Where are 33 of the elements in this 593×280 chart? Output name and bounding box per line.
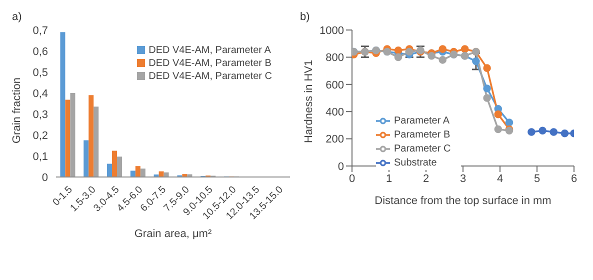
x-axis-title: Grain area, μm²	[134, 228, 212, 240]
y-tick-label: 0,7	[32, 24, 48, 37]
x-tick-label: 1	[386, 172, 392, 185]
y-tick-label: 200	[326, 134, 344, 146]
chart-title: b)	[300, 11, 310, 23]
x-tick-label: 3	[460, 172, 466, 185]
y-tick-label: 400	[326, 106, 344, 119]
x-tick-label: 4	[496, 172, 504, 185]
legend-label: Parameter B	[394, 130, 450, 141]
x-axis-title: Distance from the top surface in mm	[374, 195, 552, 207]
y-tick-label: 0,2	[32, 130, 48, 142]
x-tick-label: 2	[422, 172, 430, 185]
legend-label: Parameter A	[394, 116, 450, 127]
y-tick-label: 0	[338, 160, 344, 173]
legend-label: DED V4E-AM, Parameter B	[148, 58, 272, 69]
x-tick-label: 6	[570, 172, 578, 185]
x-tick-label: 0	[348, 172, 356, 185]
chart-title: a)	[12, 11, 22, 23]
y-tick-label: 0,4	[32, 88, 48, 100]
y-tick-label: 0,1	[32, 150, 48, 163]
y-tick-label: 600	[326, 79, 344, 92]
y-tick-label: 1000	[320, 24, 344, 37]
legend-label: Substrate	[394, 158, 437, 169]
legend-label: DED V4E-AM, Parameter A	[148, 45, 271, 56]
y-tick-label: 0,6	[32, 46, 48, 58]
x-tick-label: 5	[534, 172, 540, 185]
y-axis-title: Hardness in HV1	[302, 60, 315, 143]
y-tick-label: 0,5	[32, 66, 48, 79]
y-tick-label: 0,3	[32, 108, 48, 121]
legend-label: Parameter C	[394, 144, 451, 155]
y-axis-title: Grain fraction	[10, 77, 23, 144]
y-tick-label: 800	[326, 52, 344, 64]
legend-label: DED V4E-AM, Parameter C	[148, 71, 272, 82]
